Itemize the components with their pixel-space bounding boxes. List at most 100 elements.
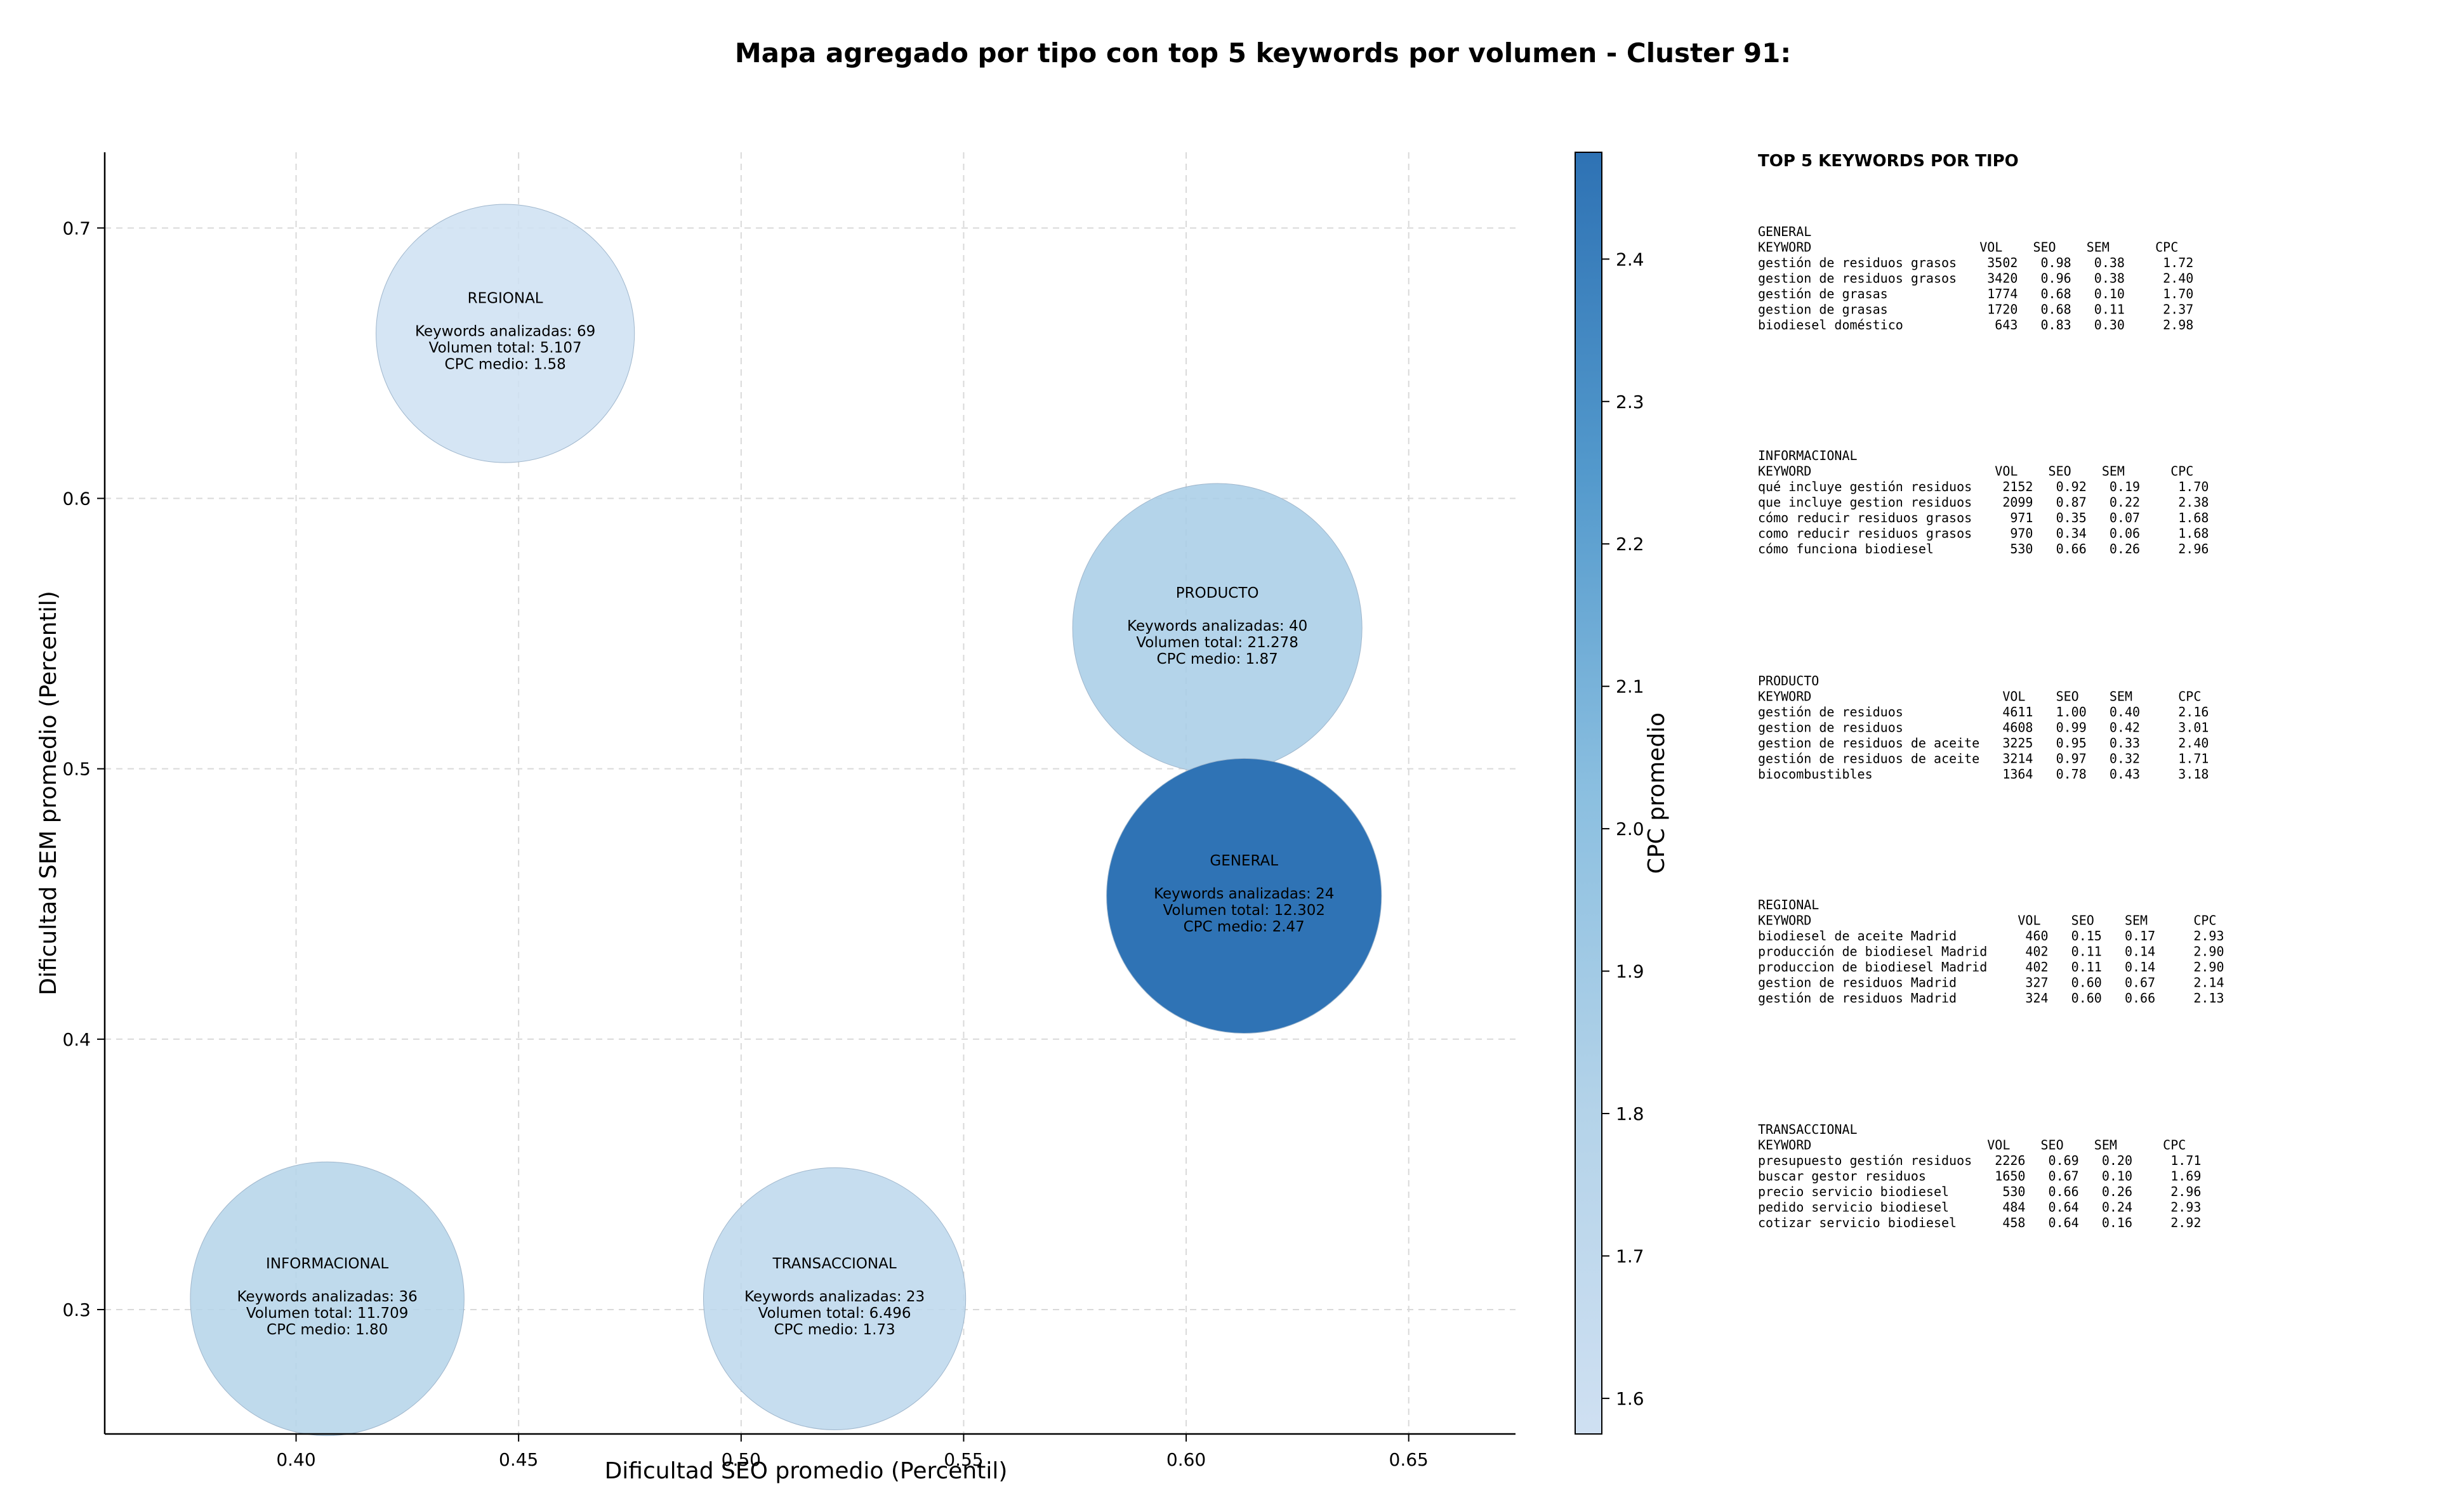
x-tick-label: 0.50 <box>722 1449 761 1470</box>
panel-table-header: KEYWORD VOL SEO SEM CPC <box>1758 1138 2186 1153</box>
x-tick-label: 0.45 <box>499 1449 538 1470</box>
colorbar-tick-label: 2.3 <box>1616 391 1644 412</box>
bubble-info-line: Volumen total: 21.278 <box>1136 634 1298 651</box>
panel-table-row: produccion de biodiesel Madrid 402 0.11 … <box>1758 959 2224 975</box>
panel-table-header: KEYWORD VOL SEO SEM CPC <box>1758 240 2178 255</box>
panel-table-row: como reducir residuos grasos 970 0.34 0.… <box>1758 526 2209 541</box>
bubble-info-line: Keywords analizadas: 69 <box>415 324 595 340</box>
colorbar-tick-label: 2.4 <box>1616 249 1644 270</box>
bubble-info-line: Volumen total: 5.107 <box>429 340 582 357</box>
bubble-name: REGIONAL <box>468 291 543 307</box>
panel-table-row: gestion de residuos grasos 3420 0.96 0.3… <box>1758 271 2193 286</box>
bubble-informacional: INFORMACIONAL Keywords analizadas: 36Volu… <box>190 1161 465 1436</box>
y-tick-label: 0.4 <box>62 1029 91 1050</box>
panel-table-row: cómo funciona biodiesel 530 0.66 0.26 2.… <box>1758 541 2209 556</box>
panel-table-row: gestión de residuos de aceite 3214 0.97 … <box>1758 751 2209 766</box>
chart-title: Mapa agregado por tipo con top 5 keyword… <box>735 37 1791 69</box>
bubble-info-line: Volumen total: 12.302 <box>1163 902 1325 919</box>
bubble-circle <box>190 1161 465 1436</box>
colorbar: 1.6 1.7 1.8 1.9 2.0 2.1 2.2 2.3 2.4 CPC promedio <box>1575 152 1670 1435</box>
bubble-circle <box>376 204 635 463</box>
panel-table-row: precio servicio biodiesel 530 0.66 0.26 … <box>1758 1184 2201 1199</box>
bubble-info-line: Keywords analizadas: 40 <box>1127 618 1307 634</box>
bubble-name: INFORMACIONAL <box>266 1256 388 1272</box>
bubble-name: PRODUCTO <box>1176 585 1259 602</box>
panel-table-row: producción de biodiesel Madrid 402 0.11 … <box>1758 944 2224 959</box>
bubble-info-line: CPC medio: 1.58 <box>445 357 566 373</box>
panel-table-row: biodiesel doméstico 643 0.83 0.30 2.98 <box>1758 317 2193 332</box>
panel-table-row: presupuesto gestión residuos 2226 0.69 0… <box>1758 1153 2201 1168</box>
panel-table-header: KEYWORD VOL SEO SEM CPC <box>1758 913 2216 928</box>
panel-table-row: biocombustibles 1364 0.78 0.43 3.18 <box>1758 766 2209 782</box>
x-tick-label: 0.65 <box>1389 1449 1429 1470</box>
panel-table-row: cómo reducir residuos grasos 971 0.35 0.… <box>1758 510 2209 525</box>
y-tick-label: 0.3 <box>62 1299 91 1320</box>
panel-table-row: cotizar servicio biodiesel 458 0.64 0.16… <box>1758 1215 2201 1230</box>
bubble-name: GENERAL <box>1210 853 1278 869</box>
panel-table-header: KEYWORD VOL SEO SEM CPC <box>1758 689 2201 704</box>
colorbar-gradient <box>1575 152 1602 1435</box>
colorbar-label: CPC promedio <box>1644 713 1670 874</box>
y-tick-label: 0.5 <box>62 759 91 780</box>
colorbar-tick-label: 2.1 <box>1616 676 1644 697</box>
panel-section-name: GENERAL <box>1758 224 1811 239</box>
panel-table-row: buscar gestor residuos 1650 0.67 0.10 1.… <box>1758 1169 2201 1184</box>
panel-table-row: gestion de residuos de aceite 3225 0.95 … <box>1758 735 2209 751</box>
x-tick-label: 0.55 <box>944 1449 983 1470</box>
panel-table-row: gestión de residuos 4611 1.00 0.40 2.16 <box>1758 704 2209 720</box>
panel-table-row: gestión de residuos grasos 3502 0.98 0.3… <box>1758 255 2193 270</box>
panel-section-name: INFORMACIONAL <box>1758 448 1858 463</box>
colorbar-tick-label: 1.9 <box>1616 961 1644 982</box>
colorbar-tick-label: 1.8 <box>1616 1103 1644 1124</box>
colorbar-tick-label: 1.7 <box>1616 1246 1644 1266</box>
bubble-info-line: CPC medio: 1.73 <box>774 1322 895 1338</box>
panel-section-name: PRODUCTO <box>1758 673 1819 688</box>
bubble-info-line: CPC medio: 2.47 <box>1184 919 1305 935</box>
panel-title: TOP 5 KEYWORDS POR TIPO <box>1758 152 2019 171</box>
panel-table-row: gestion de residuos Madrid 327 0.60 0.67… <box>1758 975 2224 990</box>
panel-table-row: que incluye gestion residuos 2099 0.87 0… <box>1758 495 2209 510</box>
panel-section-name: TRANSACCIONAL <box>1758 1122 1858 1137</box>
bubble-info-line: Keywords analizadas: 23 <box>744 1289 925 1305</box>
bubble-info-line: Keywords analizadas: 24 <box>1154 886 1334 902</box>
bubble-info-line: CPC medio: 1.87 <box>1157 651 1278 667</box>
x-tick-label: 0.40 <box>276 1449 315 1470</box>
panel-section-name: REGIONAL <box>1758 897 1819 912</box>
panel-table-row: biodiesel de aceite Madrid 460 0.15 0.17… <box>1758 928 2224 943</box>
panel-table-row: gestion de grasas 1720 0.68 0.11 2.37 <box>1758 302 2193 317</box>
bubble-transaccional: TRANSACCIONAL Keywords analizadas: 23Volu… <box>703 1167 967 1431</box>
bubble-info-line: CPC medio: 1.80 <box>267 1322 388 1338</box>
x-axis-label: Dificultad SEO promedio (Percentil) <box>605 1458 1008 1484</box>
bubble-circle <box>1106 758 1382 1034</box>
y-axis-label: Dificultad SEM promedio (Percentil) <box>36 591 62 996</box>
panel-table-row: gestión de grasas 1774 0.68 0.10 1.70 <box>1758 286 2193 301</box>
colorbar-tick-label: 1.6 <box>1616 1388 1644 1409</box>
x-tick-label: 0.60 <box>1166 1449 1206 1470</box>
colorbar-ticks: 1.6 1.7 1.8 1.9 2.0 2.1 2.2 2.3 2.4 <box>1602 249 1644 1409</box>
bubble-info-line: Keywords analizadas: 36 <box>237 1289 418 1305</box>
panel-table-row: gestion de residuos 4608 0.99 0.42 3.01 <box>1758 720 2209 735</box>
colorbar-tick-label: 2.0 <box>1616 818 1644 839</box>
colorbar-tick-label: 2.2 <box>1616 534 1644 555</box>
panel-table-row: pedido servicio biodiesel 484 0.64 0.24 … <box>1758 1200 2201 1215</box>
panel-table-header: KEYWORD VOL SEO SEM CPC <box>1758 464 2193 479</box>
y-tick-label: 0.6 <box>62 488 91 509</box>
y-tick-label: 0.7 <box>62 218 91 239</box>
bubble-circle <box>703 1167 967 1431</box>
axes: 0.40 0.45 0.50 0.55 0.60 0.65 0.3 0.4 0.5 0.6 0.7 <box>62 152 1516 1470</box>
panel-table-row: gestión de residuos Madrid 324 0.60 0.66… <box>1758 990 2224 1006</box>
panel-table-row: qué incluye gestión residuos 2152 0.92 0… <box>1758 479 2209 494</box>
bubble-name: TRANSACCIONAL <box>772 1256 896 1272</box>
bubble-info-line: Volumen total: 11.709 <box>246 1305 409 1322</box>
